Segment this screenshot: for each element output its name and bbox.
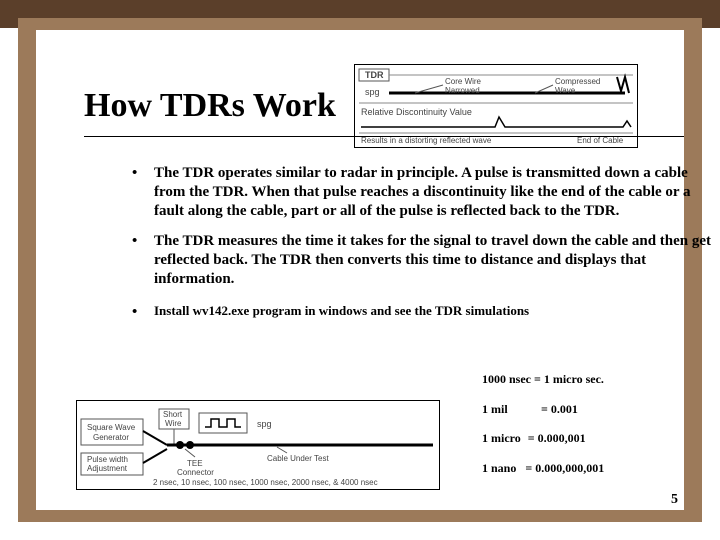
- conv-value-2: = 0.000,001: [528, 431, 586, 445]
- diagram-label-bottom-right: End of Cable: [577, 136, 624, 145]
- diagram-label-spg: spg: [365, 87, 380, 97]
- conv-label-1: 1 mil: [482, 402, 538, 418]
- page-number: 5: [671, 492, 678, 508]
- diagram-label-narrow: Narrowed: [445, 86, 480, 95]
- svg-text:Wire: Wire: [165, 419, 182, 428]
- bullet-1: The TDR operates similar to radar in pri…: [132, 164, 720, 222]
- svg-text:Pulse width: Pulse width: [87, 455, 128, 464]
- svg-text:Adjustment: Adjustment: [87, 464, 128, 473]
- slide-frame: How TDRs Work TDR spg Core Wire Narrowed…: [18, 18, 702, 522]
- bullet-list: The TDR operates similar to radar in pri…: [92, 164, 720, 330]
- conv-value-1: = 0.001: [541, 402, 578, 416]
- svg-text:TEE: TEE: [187, 459, 203, 468]
- diagram-caption: 2 nsec, 10 nsec, 100 nsec, 1000 nsec, 20…: [153, 478, 378, 487]
- svg-text:Narrowed: Narrowed: [445, 86, 480, 95]
- conv-header: 1000 nsec = 1 micro sec.: [482, 372, 604, 388]
- svg-text:Square Wave: Square Wave: [87, 423, 136, 432]
- svg-text:Short: Short: [163, 410, 183, 419]
- svg-text:Wave: Wave: [555, 86, 576, 95]
- conv-row-3: 1 nano = 0.000,000,001: [482, 461, 604, 477]
- diagram-label-cable: Cable Under Test: [267, 454, 329, 463]
- unit-conversions: 1000 nsec = 1 micro sec. 1 mil = 0.001 1…: [482, 372, 604, 490]
- diagram-label-wave: Wave: [555, 86, 576, 95]
- conv-row-1: 1 mil = 0.001: [482, 402, 604, 418]
- diagram-label-bottom-left: Results in a distorting reflected wave: [361, 136, 492, 145]
- bottom-area: Square Wave Generator Short Wire Pulse w…: [76, 380, 686, 530]
- tdr-setup-diagram: Square Wave Generator Short Wire Pulse w…: [76, 400, 440, 490]
- slide-title: How TDRs Work: [84, 89, 336, 123]
- bullet-3: Install wv142.exe program in windows and…: [132, 303, 720, 320]
- conv-value-3: = 0.000,000,001: [525, 461, 604, 475]
- divider: [84, 136, 684, 137]
- conv-label-2: 1 micro: [482, 431, 521, 447]
- svg-text:Generator: Generator: [93, 433, 129, 442]
- diagram-label-tdr: TDR: [365, 70, 384, 80]
- conv-row-2: 1 micro = 0.000,001: [482, 431, 604, 447]
- diagram-label-spg2: spg: [257, 419, 272, 429]
- conv-label-3: 1 nano: [482, 461, 516, 477]
- diagram-label-core: Core Wire: [445, 77, 482, 86]
- bullet-2: The TDR measures the time it takes for t…: [132, 232, 720, 290]
- diagram-label-rdv: Relative Discontinuity Value: [361, 107, 472, 117]
- svg-text:Compressed: Compressed: [555, 77, 600, 86]
- diagram-label-compressed: Compressed: [555, 77, 600, 86]
- stage: How TDRs Work TDR spg Core Wire Narrowed…: [0, 0, 720, 540]
- svg-text:Connector: Connector: [177, 468, 214, 477]
- svg-text:Core Wire: Core Wire: [445, 77, 482, 86]
- slide-paper: How TDRs Work TDR spg Core Wire Narrowed…: [36, 30, 684, 510]
